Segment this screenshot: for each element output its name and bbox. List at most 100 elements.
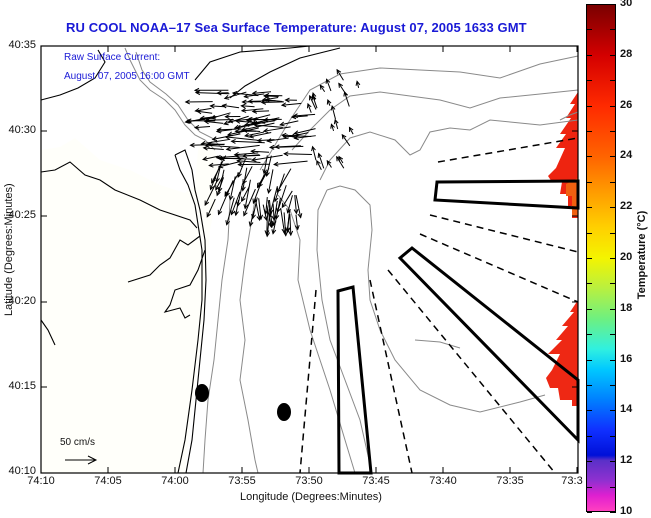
colorbar-tick-label: 26 xyxy=(620,98,633,111)
current-vector xyxy=(248,132,272,139)
colorbar-tick-mark xyxy=(610,232,616,234)
current-vector xyxy=(243,179,251,210)
colorbar-tick-mark xyxy=(610,80,616,82)
x-tick-label: 73:35 xyxy=(496,475,524,487)
current-vector xyxy=(295,195,303,219)
colorbar-tick-mark xyxy=(610,512,616,513)
colorbar-tick-mark xyxy=(610,486,616,488)
colorbar-tick-label: 20 xyxy=(620,251,633,263)
current-vector xyxy=(271,209,279,235)
current-vector xyxy=(262,93,279,99)
station-marker-2[interactable] xyxy=(277,403,291,421)
current-vector xyxy=(243,188,256,217)
current-vector xyxy=(216,177,225,197)
colorbar-tick-mark xyxy=(610,105,616,107)
current-vector xyxy=(216,155,252,161)
current-vector xyxy=(221,103,240,109)
current-vector xyxy=(330,104,336,120)
y-tick-label: 40:35 xyxy=(8,39,36,51)
current-vector xyxy=(209,103,225,109)
current-vector xyxy=(224,134,258,141)
x-tick-label: 73:55 xyxy=(228,475,256,487)
current-vector xyxy=(241,153,260,159)
current-vector xyxy=(319,84,326,93)
current-vector xyxy=(227,117,259,124)
current-vector xyxy=(288,214,294,237)
current-vector xyxy=(240,108,264,113)
current-vector xyxy=(225,144,260,152)
current-vector xyxy=(216,127,237,133)
current-vector xyxy=(338,82,348,96)
colorbar-tick-mark xyxy=(587,4,592,5)
y-tick-label: 40:25 xyxy=(8,209,36,221)
chart-title: RU COOL NOAA–17 Sea Surface Temperature:… xyxy=(66,20,527,35)
colorbar-tick-label: 16 xyxy=(620,352,633,365)
colorbar-tick-mark xyxy=(587,359,592,361)
colorbar-tick-mark xyxy=(610,29,616,31)
beam-dash-5 xyxy=(369,279,413,474)
colorbar-tick-label: 24 xyxy=(620,149,633,162)
colorbar-tick-mark xyxy=(587,512,592,513)
current-vector xyxy=(280,102,302,108)
colorbar-label: Temperature (°C) xyxy=(636,210,648,300)
current-vector xyxy=(330,123,335,132)
scale-vector-label: 50 cm/s xyxy=(60,437,96,448)
x-tick-label: 73:40 xyxy=(429,475,457,487)
x-tick-label: 73:45 xyxy=(362,475,390,487)
current-vector xyxy=(240,103,255,109)
arrow-right-icon xyxy=(65,455,98,465)
colorbar-tick-label: 10 xyxy=(620,505,633,517)
current-vector xyxy=(282,134,300,140)
current-vector xyxy=(311,145,317,161)
current-vector xyxy=(231,90,259,97)
colorbar-tick-mark xyxy=(610,410,616,412)
colorbar-tick-mark xyxy=(587,385,592,386)
current-vector xyxy=(283,212,288,237)
current-vector xyxy=(311,94,318,109)
current-vector xyxy=(225,180,234,198)
y-tick-label: 40:20 xyxy=(8,295,36,307)
current-vector xyxy=(265,212,271,238)
current-vector xyxy=(290,114,308,120)
beam-dash-4 xyxy=(387,269,556,474)
colorbar-tick-label: 12 xyxy=(620,454,633,467)
station-marker-1[interactable] xyxy=(195,384,209,402)
current-vector xyxy=(234,118,266,124)
current-vector xyxy=(204,180,218,207)
current-vector xyxy=(241,99,261,105)
colorbar-tick-mark xyxy=(610,359,616,361)
colorbar-tick-mark xyxy=(610,258,616,259)
current-vector xyxy=(325,78,332,92)
current-vector xyxy=(230,191,241,216)
current-vector xyxy=(230,138,265,144)
current-vector xyxy=(341,133,351,147)
current-vector xyxy=(262,155,268,175)
colorbar-tick-mark xyxy=(587,461,592,463)
current-vector xyxy=(348,126,354,135)
colorbar-tick-mark xyxy=(610,156,616,158)
bathymetry-contours xyxy=(124,47,579,474)
current-vector xyxy=(284,97,297,103)
colorbar-tick-mark xyxy=(610,334,616,336)
x-tick-label: 73:3 xyxy=(561,475,583,487)
current-vector xyxy=(225,197,235,226)
colorbar-tick-mark xyxy=(587,232,592,234)
current-vector xyxy=(250,117,280,126)
colorbar-tick-mark xyxy=(610,207,616,209)
colorbar-tick-mark xyxy=(587,435,592,437)
axis-ticks xyxy=(40,45,578,474)
colorbar-tick-mark xyxy=(587,207,592,209)
land-area xyxy=(41,138,220,473)
current-vector xyxy=(268,144,304,150)
current-vector xyxy=(184,99,213,105)
current-vector xyxy=(336,68,344,81)
current-vector xyxy=(185,115,216,124)
current-vector xyxy=(326,159,332,168)
colorbar-tick-mark xyxy=(587,308,592,310)
colorbar-tick-mark xyxy=(587,181,592,183)
current-vector xyxy=(242,127,261,133)
current-vector xyxy=(258,168,270,188)
current-vector xyxy=(251,197,258,220)
current-vector xyxy=(266,169,274,195)
